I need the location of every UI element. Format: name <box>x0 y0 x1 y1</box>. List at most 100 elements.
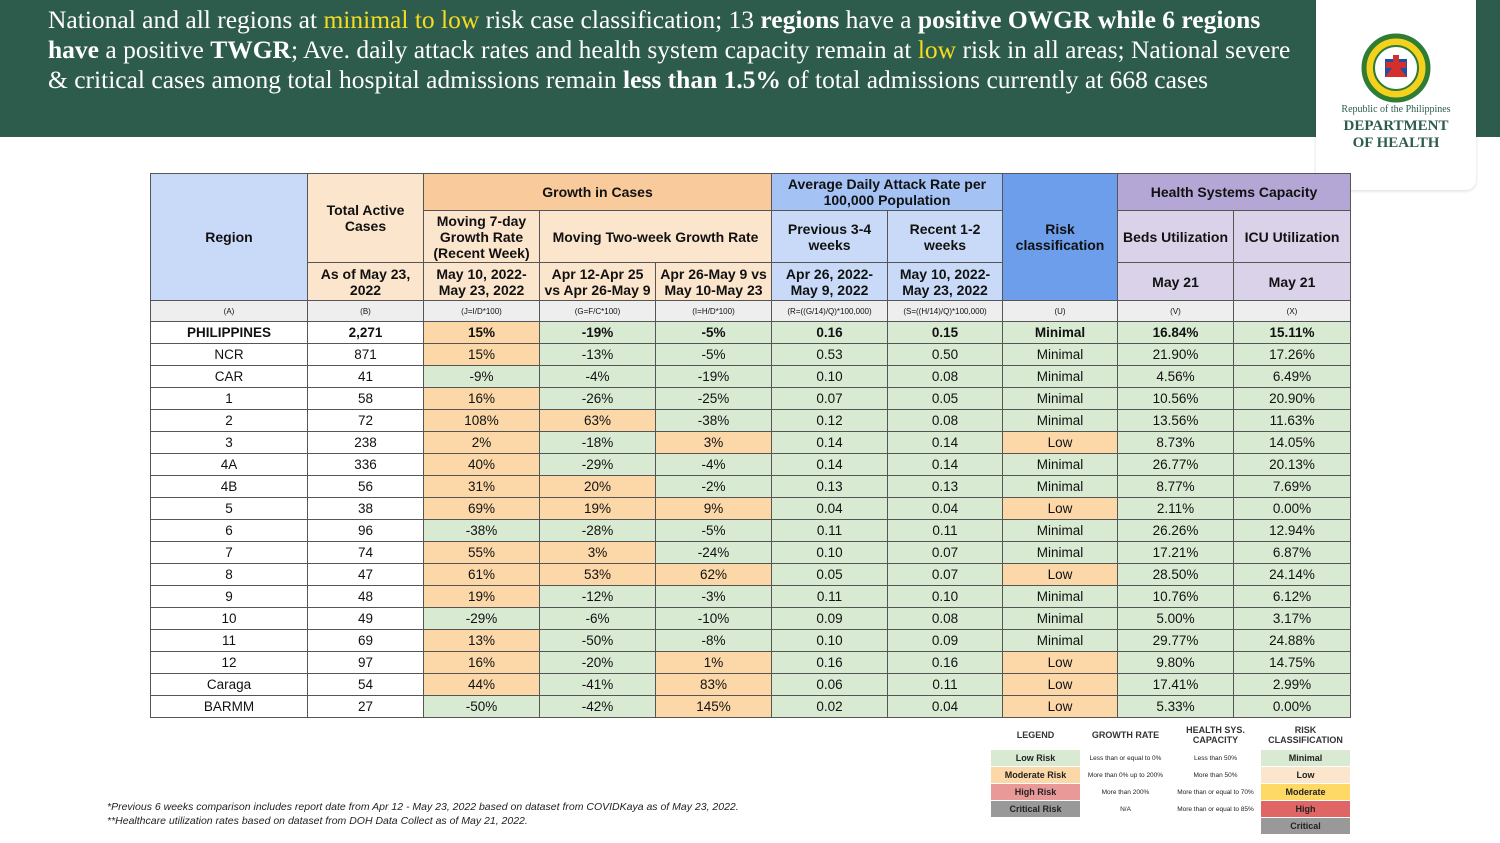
headline-part: risk in all areas; National severe & cri… <box>48 35 1291 94</box>
data-cell: 0.10 <box>887 585 1004 608</box>
legend-row: Critical <box>990 817 1351 835</box>
data-cell: 24.14% <box>1233 563 1352 586</box>
data-cell: Low <box>1002 563 1119 586</box>
data-cell: 1 <box>150 387 308 410</box>
data-cell: 16% <box>423 387 540 410</box>
data-cell: Minimal <box>1002 343 1119 366</box>
data-cell: Minimal <box>1002 541 1119 564</box>
data-cell: -18% <box>539 431 656 454</box>
data-cell: 10.76% <box>1117 585 1235 608</box>
data-cell: 0.14 <box>771 453 889 476</box>
header-cell: Growth in Cases <box>422 173 773 211</box>
data-cell: 0.11 <box>771 519 889 542</box>
data-cell: Low <box>1002 431 1119 454</box>
seal <box>1361 33 1431 103</box>
department: DEPARTMENT <box>1343 118 1449 134</box>
data-cell: 61% <box>423 563 540 586</box>
header-cell: Region <box>150 173 308 301</box>
data-cell: PHILIPPINES <box>150 321 308 344</box>
data-cell: 9.80% <box>1117 651 1235 674</box>
legend-cell: More than 200% <box>1080 783 1171 801</box>
data-cell: NCR <box>150 343 308 366</box>
header-row: Region Total Active Cases Growth in Cases A… <box>150 173 1352 301</box>
data-cell: -41% <box>539 673 656 696</box>
data-cell: -29% <box>539 453 656 476</box>
data-cell: CAR <box>150 365 308 388</box>
data-cell: 2.99% <box>1233 673 1352 696</box>
header-cell: Beds Utilization <box>1117 210 1235 263</box>
data-cell: -4% <box>539 365 656 388</box>
formula-cell: (S=((H/14)/Q)*100,000) <box>887 300 1004 322</box>
headline-part: a positive <box>99 35 211 64</box>
data-cell: 96 <box>307 519 424 542</box>
data-cell: 15% <box>423 321 540 344</box>
data-cell: 6 <box>150 519 308 542</box>
data-cell: 16% <box>423 651 540 674</box>
header-cell: Moving Two-week Growth Rate <box>538 210 773 263</box>
legend-row: Critical Risk N/A More than or equal to 85… <box>990 800 1351 818</box>
data-cell: 54 <box>307 673 424 696</box>
data-cell: 20.90% <box>1233 387 1352 410</box>
data-cell: Minimal <box>1002 519 1119 542</box>
legend-cell: High <box>1260 800 1351 818</box>
header-cell: Recent 1-2 weeks <box>887 210 1004 263</box>
legend-cell: Moderate Risk <box>990 766 1081 784</box>
data-cell: 83% <box>654 673 773 696</box>
data-row: 10 49 -29% -6% -10% 0.09 0.08 Minimal 5.00% 3.17% <box>150 607 1352 630</box>
data-cell: 1% <box>654 651 773 674</box>
data-cell: -19% <box>539 321 656 344</box>
data-cell: 12.94% <box>1233 519 1352 542</box>
data-row: 3 238 2% -18% 3% 0.14 0.14 Low 8.73% 14.05% <box>150 431 1352 454</box>
data-cell: 0.50 <box>887 343 1004 366</box>
legend-cell <box>1170 817 1261 835</box>
data-cell: -4% <box>654 453 773 476</box>
data-cell: Minimal <box>1002 321 1119 344</box>
header-row: As of May 23, 2022 May 10, 2022-May 23, 2… <box>151 262 1352 301</box>
data-cell: 0.14 <box>887 431 1004 454</box>
data-cell: -24% <box>654 541 773 564</box>
data-cell: 2% <box>423 431 540 454</box>
legend-cell: Critical <box>1260 817 1351 835</box>
data-cell: 2.11% <box>1117 497 1235 520</box>
data-cell: 11.63% <box>1233 409 1352 432</box>
data-cell: -25% <box>654 387 773 410</box>
legend-cell: More than 0% up to 200% <box>1080 766 1171 784</box>
data-cell: -19% <box>654 365 773 388</box>
data-cell: Low <box>1002 695 1119 718</box>
data-cell: 40% <box>423 453 540 476</box>
data-cell: 5.00% <box>1117 607 1235 630</box>
data-row: 8 47 61% 53% 62% 0.05 0.07 Low 28.50% 24.14% <box>150 563 1352 586</box>
data-cell: 0.12 <box>771 409 889 432</box>
formula-cell: (R=((G/14)/Q)*100,000) <box>771 300 889 322</box>
data-cell: 62% <box>654 563 773 586</box>
data-cell: 12 <box>150 651 308 674</box>
legend-cell: More than 50% <box>1170 766 1261 784</box>
data-cell: Low <box>1002 497 1119 520</box>
legend-cell: More than or equal to 70% <box>1170 783 1261 801</box>
data-cell: 28.50% <box>1117 563 1235 586</box>
headline-part: TWGR <box>210 35 291 64</box>
headline-part: risk case classification; 13 <box>479 5 761 34</box>
data-cell: 0.08 <box>887 409 1004 432</box>
data-cell: -20% <box>539 651 656 674</box>
data-cell: Minimal <box>1002 585 1119 608</box>
data-cell: 72 <box>307 409 424 432</box>
data-cell: -26% <box>539 387 656 410</box>
data-cell: -42% <box>539 695 656 718</box>
data-cell: 0.11 <box>887 673 1004 696</box>
legend-cell: Moderate <box>1260 783 1351 801</box>
data-cell: 55% <box>423 541 540 564</box>
data-row: Caraga 54 44% -41% 83% 0.06 0.11 Low 17.41% 2.99% <box>150 673 1352 696</box>
data-cell: 6.49% <box>1233 365 1352 388</box>
data-cell: 15.11% <box>1233 321 1352 344</box>
legend-cell <box>990 817 1081 835</box>
data-cell: 4B <box>150 475 308 498</box>
data-cell: 2 <box>150 409 308 432</box>
data-cell: 0.02 <box>771 695 889 718</box>
data-cell: 17.26% <box>1233 343 1352 366</box>
data-cell: 31% <box>423 475 540 498</box>
data-cell: 69 <box>307 629 424 652</box>
header-band <box>0 0 1500 137</box>
data-cell: 0.16 <box>771 651 889 674</box>
data-cell: 0.07 <box>887 541 1004 564</box>
